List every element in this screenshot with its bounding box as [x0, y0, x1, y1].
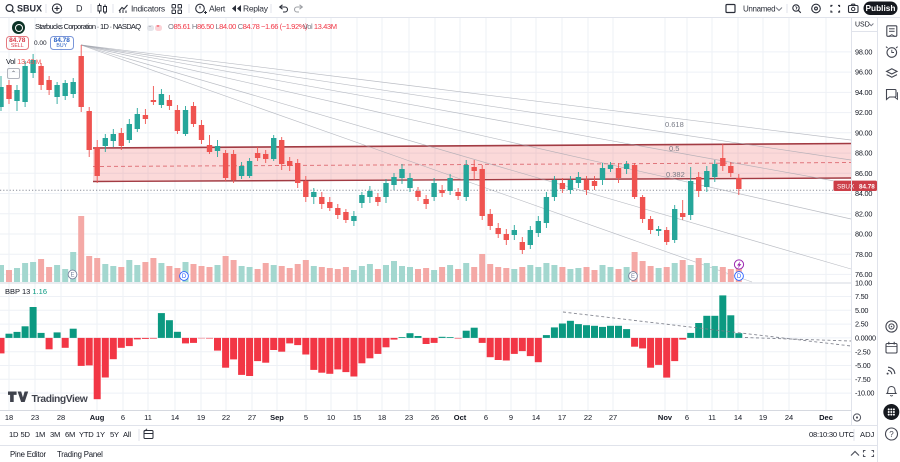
- svg-text:96.00: 96.00: [855, 68, 872, 77]
- svg-text:0.382: 0.382: [666, 170, 685, 179]
- svg-text:08:10:30 UTC: 08:10:30 UTC: [809, 430, 855, 439]
- svg-text:-7.50: -7.50: [855, 375, 871, 384]
- svg-text:84.78: 84.78: [859, 183, 875, 190]
- svg-text:5Y: 5Y: [110, 430, 119, 439]
- svg-text:10: 10: [327, 413, 335, 422]
- svg-text:18: 18: [378, 413, 386, 422]
- svg-text:?: ?: [889, 430, 894, 439]
- svg-text:3M: 3M: [50, 430, 60, 439]
- svg-text:18: 18: [5, 413, 13, 422]
- svg-text:-2.50: -2.50: [855, 347, 871, 356]
- svg-text:80.00: 80.00: [855, 230, 872, 239]
- svg-text:19: 19: [197, 413, 205, 422]
- svg-text:Publish: Publish: [866, 3, 896, 13]
- svg-text:11: 11: [144, 413, 152, 422]
- svg-text:-10.00: -10.00: [855, 389, 874, 398]
- svg-text:22: 22: [584, 413, 592, 422]
- svg-text:27: 27: [609, 413, 617, 422]
- svg-text:Indicators: Indicators: [131, 4, 165, 14]
- svg-text:6: 6: [685, 413, 689, 422]
- svg-text:14: 14: [734, 413, 742, 422]
- svg-text:1M: 1M: [35, 430, 45, 439]
- svg-text:17: 17: [558, 413, 566, 422]
- svg-text:15: 15: [353, 413, 361, 422]
- svg-text:0.5: 0.5: [669, 144, 679, 153]
- svg-text:26: 26: [431, 413, 439, 422]
- svg-text:D: D: [76, 4, 83, 14]
- svg-text:23: 23: [405, 413, 413, 422]
- svg-text:84.00: 84.00: [855, 189, 872, 198]
- svg-text:11: 11: [708, 413, 716, 422]
- svg-text:98.00: 98.00: [855, 48, 872, 57]
- svg-text:22: 22: [222, 413, 230, 422]
- svg-text:24: 24: [785, 413, 793, 422]
- svg-text:E: E: [70, 273, 74, 279]
- svg-text:14: 14: [171, 413, 179, 422]
- svg-text:D: D: [182, 274, 187, 280]
- svg-text:10.00: 10.00: [855, 278, 872, 287]
- svg-text:Alert: Alert: [209, 4, 226, 14]
- svg-text:6: 6: [121, 413, 125, 422]
- svg-text:Sep: Sep: [270, 413, 284, 422]
- svg-text:-5.00: -5.00: [855, 361, 871, 370]
- svg-text:SBUX: SBUX: [17, 4, 42, 14]
- svg-text:28: 28: [57, 413, 65, 422]
- svg-text:14: 14: [532, 413, 540, 422]
- svg-text:2.50: 2.50: [855, 320, 868, 329]
- svg-text:19: 19: [759, 413, 767, 422]
- svg-text:USD: USD: [855, 22, 870, 29]
- svg-text:88.00: 88.00: [855, 149, 872, 158]
- svg-text:5D: 5D: [21, 430, 31, 439]
- svg-text:27: 27: [248, 413, 256, 422]
- svg-text:78.00: 78.00: [855, 250, 872, 259]
- svg-text:1Y: 1Y: [96, 430, 105, 439]
- svg-text:E: E: [631, 274, 635, 280]
- svg-text:1D: 1D: [9, 430, 19, 439]
- svg-text:82.00: 82.00: [855, 209, 872, 218]
- svg-text:5: 5: [304, 413, 308, 422]
- svg-text:Oct: Oct: [454, 413, 467, 422]
- svg-text:Pine Editor: Pine Editor: [10, 450, 47, 459]
- svg-text:92.00: 92.00: [855, 108, 872, 117]
- svg-text:0.0000: 0.0000: [855, 334, 876, 343]
- svg-text:Aug: Aug: [90, 413, 105, 422]
- svg-text:9: 9: [509, 413, 513, 422]
- svg-text:90.00: 90.00: [855, 128, 872, 137]
- svg-text:94.00: 94.00: [855, 88, 872, 97]
- svg-text:Replay: Replay: [243, 4, 269, 14]
- svg-text:86.00: 86.00: [855, 169, 872, 178]
- svg-text:Dec: Dec: [819, 413, 833, 422]
- svg-text:6: 6: [484, 413, 488, 422]
- svg-text:SBUX: SBUX: [837, 183, 855, 190]
- svg-text:TradingView: TradingView: [32, 394, 89, 405]
- svg-text:0.618: 0.618: [665, 120, 684, 129]
- svg-text:7.50: 7.50: [855, 292, 868, 301]
- svg-text:YTD: YTD: [79, 430, 94, 439]
- svg-text:D: D: [737, 274, 742, 280]
- svg-text:All: All: [123, 430, 131, 439]
- svg-text:5.00: 5.00: [855, 306, 868, 315]
- svg-text:23: 23: [31, 413, 39, 422]
- svg-text:6M: 6M: [65, 430, 75, 439]
- svg-text:Trading Panel: Trading Panel: [57, 450, 103, 459]
- svg-text:Nov: Nov: [658, 413, 673, 422]
- svg-text:76.00: 76.00: [855, 270, 872, 279]
- svg-text:ADJ: ADJ: [860, 430, 875, 439]
- svg-text:Unnamed: Unnamed: [743, 5, 775, 14]
